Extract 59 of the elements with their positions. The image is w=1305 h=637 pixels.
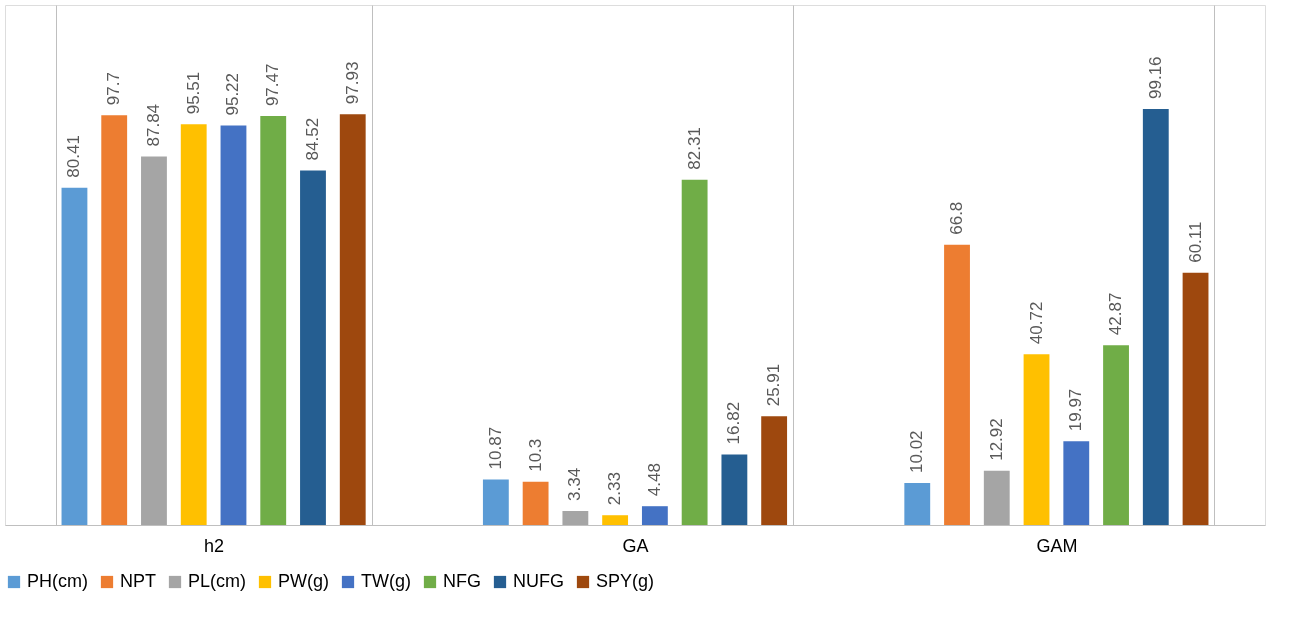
bar bbox=[61, 187, 88, 525]
bar bbox=[904, 482, 931, 525]
data-label: 84.52 bbox=[302, 117, 322, 161]
bar bbox=[1142, 109, 1169, 525]
data-label: 66.8 bbox=[947, 201, 967, 235]
data-label: 40.72 bbox=[1026, 301, 1046, 345]
bar bbox=[180, 124, 207, 525]
data-label: 10.02 bbox=[907, 430, 927, 473]
data-label: 16.82 bbox=[724, 401, 744, 445]
bar bbox=[641, 506, 668, 525]
legend-label: NUFG bbox=[513, 571, 564, 591]
bar bbox=[983, 470, 1010, 525]
x-tick-label: GAM bbox=[1036, 535, 1078, 556]
bar bbox=[1182, 272, 1209, 525]
bar bbox=[101, 115, 128, 525]
legend-label: PW(g) bbox=[278, 571, 329, 591]
bar bbox=[1023, 354, 1050, 525]
bar bbox=[1063, 441, 1090, 525]
data-label: 95.22 bbox=[223, 72, 243, 116]
bar bbox=[141, 156, 167, 525]
data-label: 97.93 bbox=[342, 61, 362, 105]
data-label: 87.84 bbox=[143, 103, 163, 147]
bar bbox=[220, 125, 247, 525]
bar bbox=[522, 481, 549, 525]
legend-label: NPT bbox=[120, 571, 156, 591]
data-label: 95.51 bbox=[183, 71, 203, 115]
data-label: 97.7 bbox=[104, 72, 124, 106]
data-label: 25.91 bbox=[764, 363, 784, 407]
bar bbox=[260, 116, 287, 525]
data-label: 99.16 bbox=[1145, 56, 1165, 99]
bar bbox=[681, 179, 708, 525]
legend-label: TW(g) bbox=[361, 571, 411, 591]
bar bbox=[339, 114, 366, 525]
bar bbox=[482, 479, 509, 525]
bar bbox=[602, 515, 629, 525]
data-label: 12.92 bbox=[986, 418, 1006, 461]
legend-label: SPY(g) bbox=[596, 571, 655, 591]
bar bbox=[300, 170, 326, 525]
data-label: 60.11 bbox=[1185, 221, 1205, 263]
data-label: 80.41 bbox=[64, 135, 84, 178]
bar bbox=[1103, 345, 1129, 525]
data-label: 97.47 bbox=[263, 63, 283, 107]
data-label: 82.31 bbox=[684, 127, 704, 170]
x-tick-label: GA bbox=[622, 535, 649, 556]
legend-label: PH(cm) bbox=[27, 571, 88, 591]
data-label: 4.48 bbox=[644, 463, 664, 497]
bar bbox=[562, 510, 589, 525]
data-label: 42.87 bbox=[1106, 292, 1126, 336]
bar bbox=[761, 416, 788, 525]
data-label: 2.33 bbox=[605, 472, 625, 506]
data-label: 3.34 bbox=[565, 467, 585, 501]
x-tick-label: h2 bbox=[204, 535, 225, 556]
legend-label: NFG bbox=[443, 571, 481, 591]
bar bbox=[944, 244, 970, 525]
data-label: 19.97 bbox=[1066, 388, 1086, 432]
data-label: 10.3 bbox=[525, 438, 545, 472]
legend-label: PL(cm) bbox=[188, 571, 246, 591]
bar bbox=[721, 454, 748, 525]
data-label: 10.87 bbox=[485, 426, 505, 470]
